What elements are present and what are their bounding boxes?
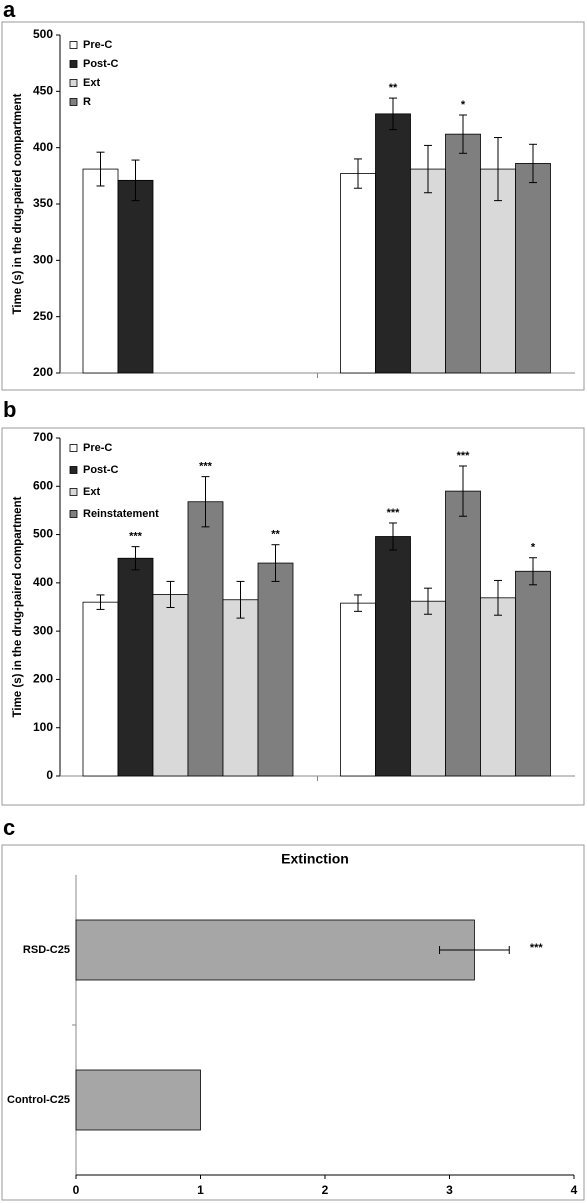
- y-tick-label: 300: [33, 623, 53, 637]
- x-tick-label: 3: [446, 1183, 453, 1197]
- y-tick-label: 500: [33, 27, 53, 41]
- legend-swatch: [69, 60, 78, 68]
- legend-label: Ext: [83, 486, 100, 498]
- panel-frame: [1, 427, 585, 806]
- bar: [75, 1069, 201, 1131]
- bar: [480, 597, 516, 777]
- y-tick-label: 700: [33, 430, 53, 444]
- legend-label: Pre-C: [83, 39, 112, 51]
- x-tick-label: 0: [73, 1183, 80, 1197]
- legend-label: Reinstatement: [83, 508, 159, 520]
- bar: [375, 536, 411, 777]
- legend-label: R: [83, 96, 91, 108]
- bar: [75, 919, 475, 981]
- y-tick-label: 350: [33, 196, 53, 210]
- panel-label: a: [3, 0, 16, 22]
- panel-label: c: [3, 815, 15, 840]
- y-tick-label: 300: [33, 253, 53, 267]
- bar: [257, 562, 294, 777]
- bar: [340, 173, 376, 374]
- y-tick-label: 600: [33, 478, 53, 492]
- significance-label: ***: [199, 461, 213, 473]
- panel-frame: [1, 21, 585, 391]
- bar: [515, 163, 551, 374]
- legend-swatch: [69, 466, 78, 474]
- bar: [410, 168, 446, 374]
- x-tick-label: 1: [197, 1183, 204, 1197]
- bar: [117, 557, 154, 777]
- y-tick-label: 100: [33, 720, 53, 734]
- bar: [222, 599, 259, 777]
- y-tick-label: 500: [33, 527, 53, 541]
- y-tick-label: RSD-C25: [23, 944, 70, 956]
- y-axis-label: Time (s) in the drug-paired compartment: [12, 496, 24, 717]
- y-tick-label: 400: [33, 575, 53, 589]
- panel-label: b: [3, 397, 16, 422]
- x-tick-label: 2: [322, 1183, 329, 1197]
- bar: [480, 168, 516, 374]
- significance-label: ***: [129, 531, 143, 543]
- legend-label: Post-C: [83, 58, 119, 70]
- legend-swatch: [69, 41, 78, 49]
- significance-label: ***: [457, 450, 471, 462]
- significance-label: **: [389, 82, 398, 94]
- chart-title: Extinction: [281, 851, 349, 867]
- significance-label: *: [461, 99, 466, 111]
- y-axis-label: Time (s) in the drug-paired compartment: [12, 93, 24, 314]
- legend-swatch: [69, 444, 78, 452]
- y-tick-label: Control-C25: [7, 1094, 70, 1106]
- bar: [187, 501, 224, 777]
- legend-label: Ext: [83, 77, 100, 89]
- bar: [410, 600, 446, 777]
- y-tick-label: 450: [33, 84, 53, 98]
- legend-label: Pre-C: [83, 442, 112, 454]
- bar: [375, 113, 411, 374]
- bar: [117, 179, 154, 374]
- bar: [515, 570, 551, 777]
- y-tick-label: 0: [46, 768, 53, 782]
- bar: [445, 490, 481, 777]
- legend-swatch: [69, 79, 78, 87]
- legend-swatch: [69, 510, 78, 518]
- significance-label: ***: [530, 942, 544, 954]
- y-tick-label: 200: [33, 365, 53, 379]
- bar: [82, 168, 119, 374]
- legend-label: Post-C: [83, 464, 119, 476]
- legend-swatch: [69, 488, 78, 496]
- y-tick-label: 250: [33, 309, 53, 323]
- legend-swatch: [69, 98, 78, 106]
- y-tick-label: 400: [33, 140, 53, 154]
- y-tick-label: 200: [33, 672, 53, 686]
- bar: [340, 602, 376, 777]
- significance-label: **: [271, 529, 280, 541]
- bar: [445, 133, 481, 374]
- bar: [82, 601, 119, 777]
- bar: [152, 594, 189, 777]
- significance-label: ***: [387, 507, 401, 519]
- panel-frame: [1, 844, 585, 1201]
- x-tick-label: 4: [571, 1183, 578, 1197]
- significance-label: *: [531, 542, 536, 554]
